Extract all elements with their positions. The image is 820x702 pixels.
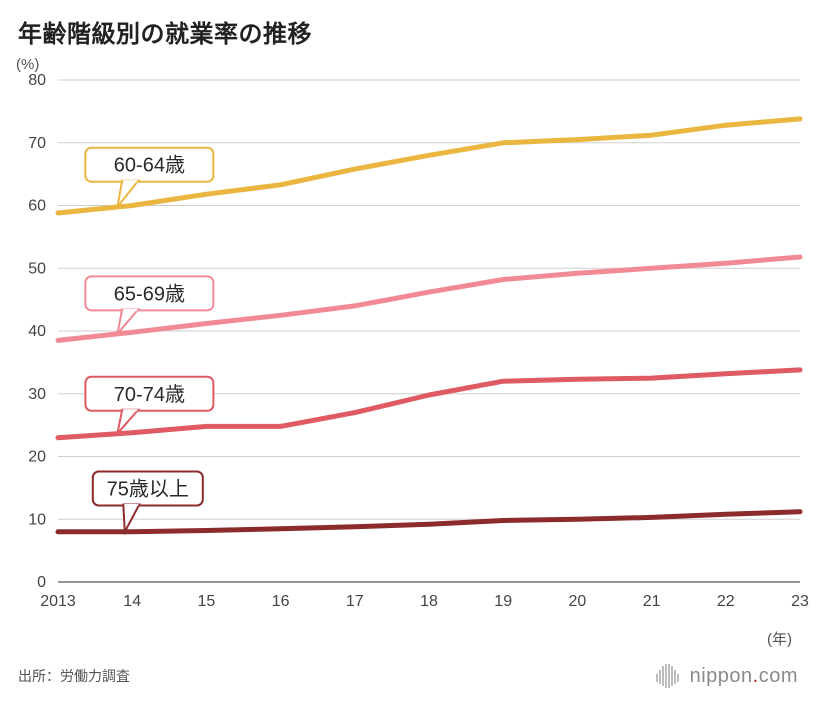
callout-pointer <box>123 505 139 532</box>
y-tick-label: 20 <box>28 449 46 466</box>
chart-title: 年齢階級別の就業率の推移 <box>18 14 312 49</box>
logo-text: nippon.com <box>690 665 798 688</box>
x-tick-label: 16 <box>272 593 290 610</box>
callout-label: 75歳以上 <box>107 478 189 501</box>
logo-bars-icon <box>656 664 682 688</box>
x-tick-label: 2013 <box>40 593 76 610</box>
x-tick-label: 23 <box>791 593 809 610</box>
y-tick-label: 60 <box>28 198 46 215</box>
callout-label: 70-74歳 <box>114 383 185 406</box>
x-axis-unit: (年) <box>767 628 792 649</box>
x-tick-label: 15 <box>198 593 216 610</box>
chart-area: 0 10 20 30 40 50 60 70 80 2013 14 15 16 17 18 19 20 21 22 2… <box>0 62 820 622</box>
x-tick-label: 18 <box>420 593 438 610</box>
y-tick-label: 30 <box>28 386 46 403</box>
y-tick-label: 80 <box>28 72 46 89</box>
x-tick-label: 19 <box>494 593 512 610</box>
y-tick-label: 50 <box>28 260 46 277</box>
y-tick-label: 70 <box>28 135 46 152</box>
nippon-logo: nippon.com <box>656 664 798 688</box>
chart-svg: 0 10 20 30 40 50 60 70 80 2013 14 15 16 17 18 19 20 21 22 2… <box>0 62 820 622</box>
x-tick-label: 14 <box>123 593 141 610</box>
callout-label: 60-64歳 <box>114 154 185 177</box>
callout-label: 65-69歳 <box>114 282 185 305</box>
y-tick-label: 10 <box>28 511 46 528</box>
series-75歳以上 <box>58 512 800 532</box>
x-tick-label: 20 <box>569 593 587 610</box>
y-tick-label: 40 <box>28 323 46 340</box>
source-text: 出所：労働力調査 <box>18 666 130 686</box>
x-tick-label: 22 <box>717 593 735 610</box>
y-tick-label: 0 <box>37 574 46 591</box>
x-tick-label: 17 <box>346 593 364 610</box>
x-tick-label: 21 <box>643 593 661 610</box>
